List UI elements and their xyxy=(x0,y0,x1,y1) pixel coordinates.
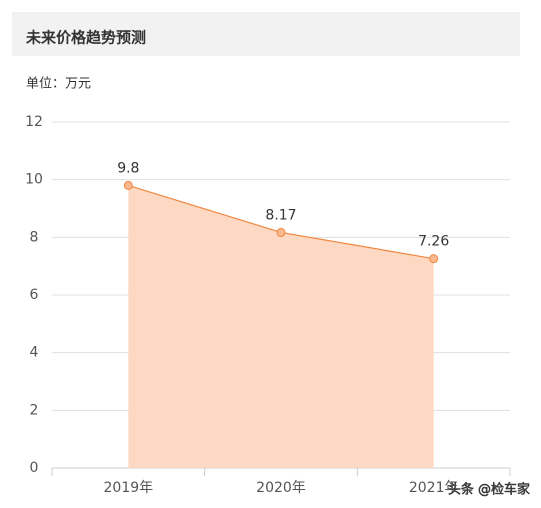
area-fill xyxy=(128,185,434,468)
y-tick-label: 2 xyxy=(30,402,39,418)
watermark: 头条 @检车家 xyxy=(448,482,530,498)
y-tick-label: 10 xyxy=(25,172,43,188)
y-tick-label: 4 xyxy=(30,345,39,361)
y-tick-label: 12 xyxy=(25,114,43,130)
value-label: 8.17 xyxy=(265,207,296,223)
point xyxy=(276,227,286,237)
x-tick-label: 2021年 xyxy=(409,480,459,496)
x-tick-label: 2019年 xyxy=(104,480,154,496)
point xyxy=(123,180,133,190)
point xyxy=(429,254,439,264)
y-tick-label: 8 xyxy=(30,229,39,245)
value-label: 7.26 xyxy=(418,234,449,250)
header-bar xyxy=(12,12,520,56)
x-tick-label: 2020年 xyxy=(256,480,306,496)
y-tick-label: 0 xyxy=(30,460,39,476)
header-title: 未来价格趋势预测 xyxy=(25,29,146,47)
value-label: 9.8 xyxy=(117,160,139,176)
y-tick-label: 6 xyxy=(30,287,39,303)
unit-label: 单位：万元 xyxy=(26,77,91,92)
